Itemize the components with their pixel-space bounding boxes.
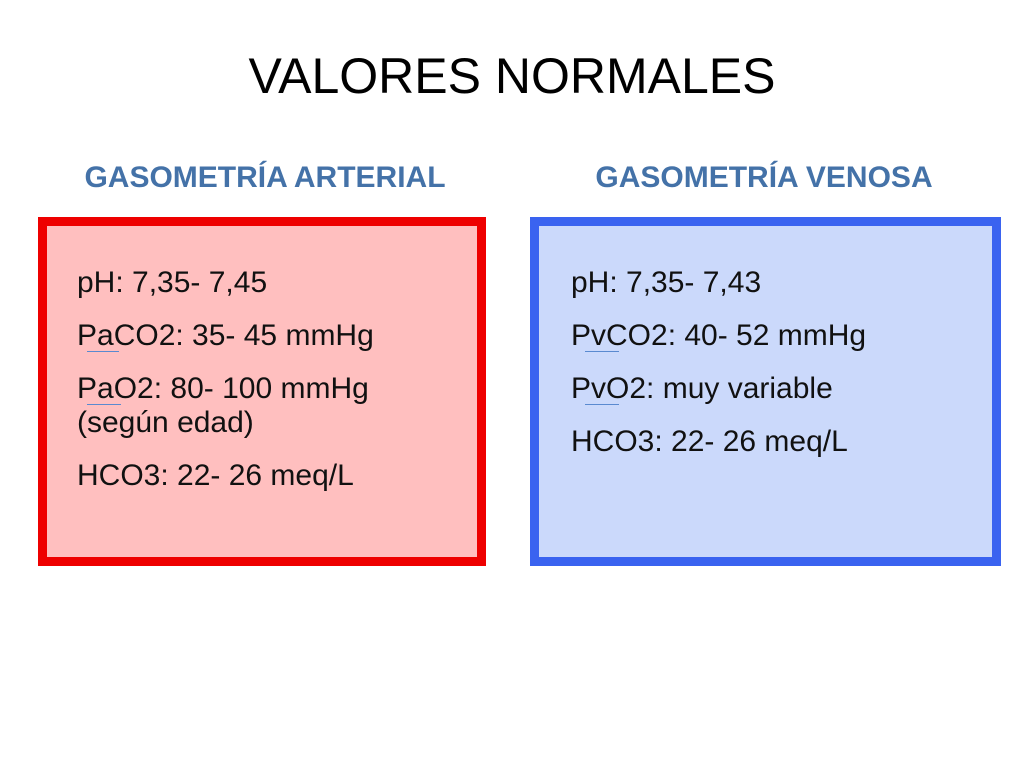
venosa-hco3-text: HCO3: 22- 26 meq/L [571,425,848,458]
arterial-pao2-text: PaO2: 80- 100 mmHg [77,372,369,405]
venosa-ph-text: pH: 7,35- 7,43 [571,266,762,299]
arterial-paco2-text: PaCO2: 35- 45 mmHg [77,319,374,352]
arterial-heading: GASOMETRÍA ARTERIAL [84,161,446,194]
spellcheck-underline [87,351,119,352]
arterial-pao2-note: (según edad) [77,406,254,439]
arterial-hco3: HCO3: 22- 26 meq/L [77,459,461,493]
arterial-values-box: pH: 7,35- 7,45 PaCO2: 35- 45 mmHg PaO2: … [38,217,486,566]
venosa-pvco2-text: PvCO2: 40- 52 mmHg [571,319,867,352]
arterial-paco2: PaCO2: 35- 45 mmHg [77,319,461,353]
venosa-values-box: pH: 7,35- 7,43 PvCO2: 40- 52 mmHg PvO2: … [530,217,1001,566]
venosa-pvo2-text: PvO2: muy variable [571,372,833,405]
venosa-ph: pH: 7,35- 7,43 [571,266,976,300]
arterial-values-list: pH: 7,35- 7,45 PaCO2: 35- 45 mmHg PaO2: … [77,266,461,512]
slide-title: VALORES NORMALES [248,48,776,104]
spellcheck-underline [585,351,619,352]
venosa-values-list: pH: 7,35- 7,43 PvCO2: 40- 52 mmHg PvO2: … [571,266,976,478]
venosa-heading: GASOMETRÍA VENOSA [595,161,933,194]
arterial-ph-text: pH: 7,35- 7,45 [77,266,268,299]
venosa-pvco2: PvCO2: 40- 52 mmHg [571,319,976,353]
spellcheck-underline [87,404,121,405]
arterial-pao2: PaO2: 80- 100 mmHg (según edad) [77,372,461,440]
venosa-pvo2: PvO2: muy variable [571,372,976,406]
spellcheck-underline [585,404,619,405]
venosa-hco3: HCO3: 22- 26 meq/L [571,425,976,459]
arterial-ph: pH: 7,35- 7,45 [77,266,461,300]
arterial-hco3-text: HCO3: 22- 26 meq/L [77,459,354,492]
